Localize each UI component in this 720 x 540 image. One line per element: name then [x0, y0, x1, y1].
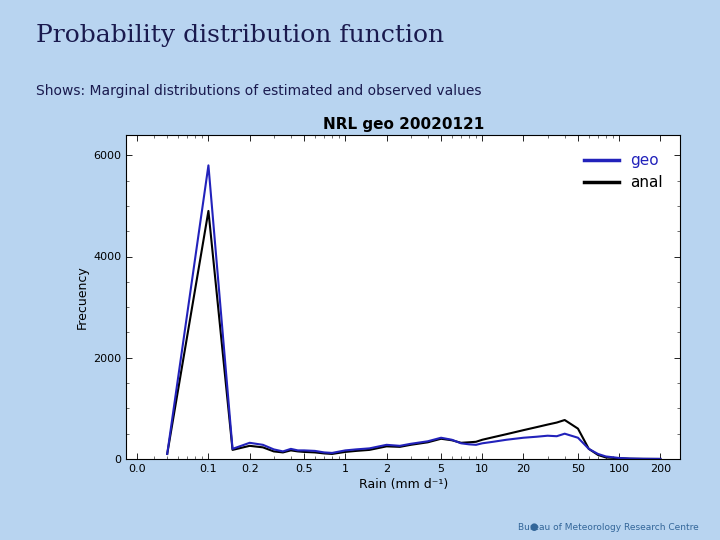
anal: [437, 435, 446, 442]
geo: [294, 447, 302, 454]
geo: [328, 450, 336, 456]
Line: geo: geo: [167, 165, 660, 459]
geo: [423, 438, 432, 444]
anal: [382, 443, 391, 450]
anal: [502, 431, 510, 437]
geo: [279, 448, 287, 455]
anal: [406, 442, 415, 448]
anal: [204, 208, 212, 214]
geo: [560, 430, 569, 437]
anal: [639, 456, 647, 462]
geo: [300, 447, 308, 454]
geo: [639, 456, 647, 462]
anal: [560, 417, 569, 423]
geo: [269, 446, 278, 453]
anal: [602, 454, 611, 461]
geo: [519, 435, 528, 441]
anal: [294, 448, 302, 455]
anal: [163, 451, 171, 457]
anal: [448, 437, 456, 443]
anal: [246, 443, 254, 449]
geo: [382, 442, 391, 448]
geo: [472, 442, 480, 448]
anal: [574, 426, 582, 432]
geo: [532, 434, 541, 440]
geo: [448, 436, 456, 443]
geo: [489, 438, 498, 445]
Title: NRL geo 20020121: NRL geo 20020121: [323, 117, 484, 132]
anal: [544, 421, 552, 428]
anal: [423, 439, 432, 446]
geo: [437, 435, 446, 441]
anal: [310, 449, 319, 456]
anal: [519, 427, 528, 434]
Text: ●: ●: [529, 522, 538, 532]
geo: [204, 162, 212, 168]
Text: Shows: Marginal distributions of estimated and observed values: Shows: Marginal distributions of estimat…: [36, 84, 482, 98]
geo: [478, 440, 487, 447]
Line: anal: anal: [167, 211, 660, 459]
geo: [341, 447, 350, 454]
geo: [574, 435, 582, 441]
geo: [258, 442, 267, 448]
anal: [489, 434, 498, 441]
geo: [544, 433, 552, 439]
anal: [594, 451, 603, 458]
anal: [352, 448, 361, 454]
geo: [287, 446, 295, 452]
anal: [365, 447, 374, 453]
anal: [320, 450, 328, 457]
geo: [594, 451, 603, 457]
geo: [395, 443, 404, 449]
geo: [246, 440, 254, 446]
anal: [464, 439, 473, 446]
geo: [656, 456, 665, 462]
geo: [615, 455, 624, 461]
anal: [341, 449, 350, 455]
anal: [552, 419, 561, 426]
geo: [365, 445, 374, 451]
Text: Bureau of Meteorology Research Centre: Bureau of Meteorology Research Centre: [518, 523, 698, 532]
geo: [228, 446, 237, 452]
anal: [585, 446, 593, 452]
anal: [456, 440, 465, 446]
anal: [532, 424, 541, 430]
geo: [352, 446, 361, 453]
anal: [258, 444, 267, 450]
geo: [464, 441, 473, 448]
anal: [328, 451, 336, 457]
anal: [395, 444, 404, 450]
geo: [502, 436, 510, 443]
geo: [406, 441, 415, 447]
anal: [472, 438, 480, 445]
Legend: geo, anal: geo, anal: [573, 142, 673, 201]
anal: [279, 449, 287, 456]
X-axis label: Rain (mm d⁻¹): Rain (mm d⁻¹): [359, 478, 448, 491]
geo: [602, 453, 611, 460]
anal: [626, 456, 634, 462]
geo: [456, 440, 465, 447]
geo: [163, 451, 171, 457]
anal: [300, 449, 308, 455]
anal: [656, 456, 665, 462]
geo: [585, 446, 593, 452]
geo: [310, 448, 319, 454]
anal: [615, 455, 624, 462]
anal: [478, 436, 487, 443]
anal: [287, 447, 295, 454]
Text: Probability distribution function: Probability distribution function: [36, 24, 444, 48]
geo: [626, 455, 634, 462]
geo: [552, 433, 561, 440]
Y-axis label: Frecuency: Frecuency: [76, 265, 89, 329]
anal: [228, 447, 237, 453]
anal: [269, 448, 278, 455]
geo: [320, 449, 328, 456]
